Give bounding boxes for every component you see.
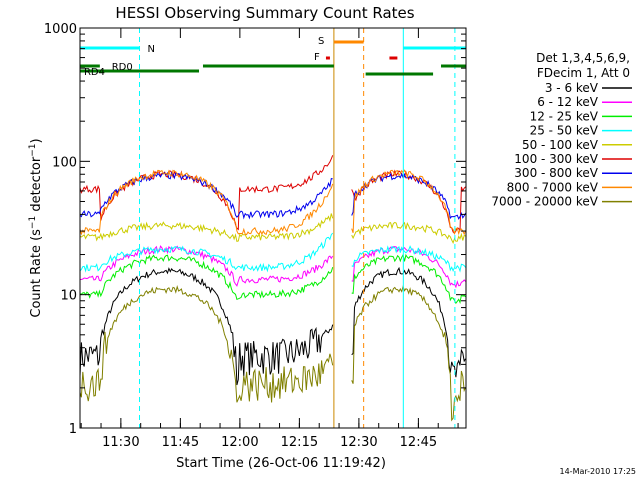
legend-label: 300 - 800 keV (514, 166, 598, 180)
x-tick-label: 11:45 (162, 435, 199, 450)
legend-label: 25 - 50 keV (530, 124, 599, 138)
series-line (79, 254, 334, 300)
series-line (351, 266, 467, 378)
x-tick-label: 12:00 (221, 435, 258, 450)
legend-label: 100 - 300 keV (514, 152, 598, 166)
series-line (351, 169, 466, 235)
y-axis-label: Count Rate (s−1 detector−1) (28, 138, 44, 317)
series-line (80, 245, 334, 287)
series-line (351, 253, 466, 305)
chart-title: HESSI Observing Summary Count Rates (115, 4, 414, 22)
legend-label: 800 - 7000 keV (507, 180, 599, 194)
x-axis: 11:30 11:45 12:00 12:15 12:30 12:45 (80, 28, 459, 450)
series-line (79, 267, 334, 386)
legend-label: 3 - 6 keV (545, 81, 599, 95)
series-50-100keV (79, 213, 466, 244)
series-line (351, 169, 467, 236)
legend-label: 7000 - 20000 keV (491, 195, 598, 209)
x-tick-label: 12:30 (340, 435, 377, 450)
series-line (351, 284, 467, 422)
series-line (79, 232, 334, 273)
series-line (79, 169, 334, 236)
series-line (351, 172, 467, 220)
legend-header-detectors: Det 1,3,4,5,6,9, (536, 51, 630, 65)
plot-area: N RD0 RD4 SF (79, 28, 467, 428)
x-axis-label: Start Time (26-Oct-06 11:19:42) (176, 456, 386, 471)
flag-label: RD0 (112, 62, 133, 73)
series-7000-20000keV (79, 284, 467, 422)
y-tick-label: 1000 (44, 22, 77, 37)
series-line (351, 245, 466, 273)
legend-header-decimation: FDecim 1, Att 0 (537, 66, 630, 80)
flag-label: N (147, 44, 154, 55)
legend: Det 1,3,4,5,6,9, FDecim 1, Att 0 3 - 6 k… (491, 51, 632, 209)
legend-label: 6 - 12 keV (537, 95, 599, 109)
flag-label: RD4 (84, 67, 105, 78)
legend-label: 12 - 25 keV (530, 109, 599, 123)
date-stamp: 14-Mar-2010 17:25 (560, 467, 637, 476)
series-line (351, 221, 466, 244)
flag-label: F (314, 52, 320, 63)
series-line (79, 213, 334, 243)
y-tick-label: 1 (69, 422, 77, 437)
series-3-6keV (79, 266, 467, 386)
series-100-300keV (79, 155, 466, 235)
flag-label: S (318, 36, 324, 47)
series-line (79, 285, 334, 403)
series-25-50keV (79, 232, 466, 273)
y-tick-label: 100 (52, 155, 77, 170)
x-tick-label: 12:15 (281, 435, 318, 450)
plot-frame (79, 27, 467, 429)
y-tick-label: 10 (60, 289, 77, 304)
series-800-7000keV (79, 169, 467, 236)
x-tick-label: 12:45 (400, 435, 437, 450)
x-tick-label: 11:30 (102, 435, 139, 450)
series-12-25keV (79, 253, 466, 305)
y-axis: 1 10 100 1000 (44, 22, 466, 437)
legend-label: 50 - 100 keV (522, 138, 599, 152)
